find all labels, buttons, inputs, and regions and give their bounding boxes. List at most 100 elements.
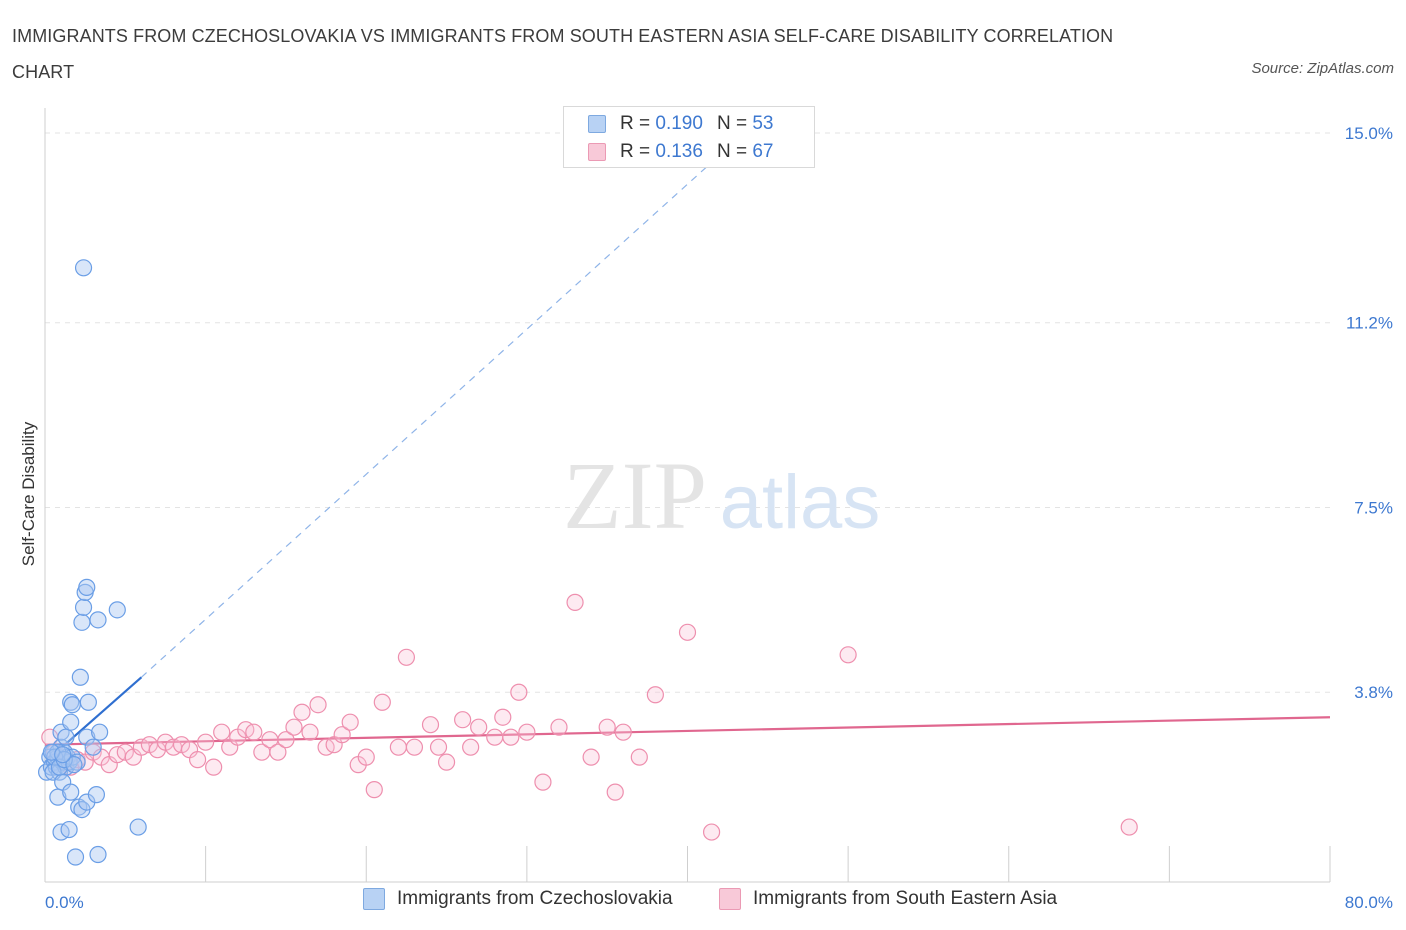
y-axis-label: Self-Care Disability <box>19 421 38 566</box>
point-czechoslovakia <box>54 746 72 764</box>
point-south-eastern-asia <box>454 711 472 729</box>
point-south-eastern-asia <box>245 723 263 741</box>
point-south-eastern-asia <box>277 731 295 749</box>
point-czechoslovakia <box>62 713 80 731</box>
legend-swatch-blue <box>363 888 385 910</box>
point-south-eastern-asia <box>494 708 512 726</box>
point-south-eastern-asia <box>518 723 536 741</box>
trend-line-czechoslovakia-extension <box>140 147 729 678</box>
watermark-zip: ZIP <box>563 442 707 549</box>
point-south-eastern-asia <box>462 738 480 756</box>
trend-line-south-eastern-asia <box>44 716 1331 746</box>
point-south-eastern-asia <box>437 753 456 771</box>
point-south-eastern-asia <box>421 716 440 734</box>
point-south-eastern-asia <box>373 693 391 711</box>
stats-legend-row-czechoslovakia: R = 0.190 N = 53 <box>588 113 773 135</box>
data-points <box>38 259 1138 866</box>
point-czechoslovakia <box>108 601 126 619</box>
legend-label: Immigrants from South Eastern Asia <box>753 888 1058 909</box>
x-tick-label: 0.0% <box>45 893 84 912</box>
point-south-eastern-asia <box>702 823 721 841</box>
point-south-eastern-asia <box>534 773 552 791</box>
x-tick-label: 80.0% <box>1345 893 1393 912</box>
n-label: N = <box>716 141 748 162</box>
point-south-eastern-asia <box>678 623 697 641</box>
point-south-eastern-asia <box>566 593 584 611</box>
point-south-eastern-asia <box>486 728 504 746</box>
point-south-eastern-asia <box>429 738 448 756</box>
legend-item-south-eastern-asia[interactable]: Immigrants from South Eastern Asia <box>719 888 1057 910</box>
chart-title: IMMIGRANTS FROM CZECHOSLOVAKIA VS IMMIGR… <box>12 26 1114 82</box>
point-south-eastern-asia <box>357 748 375 766</box>
point-south-eastern-asia <box>333 726 351 744</box>
point-south-eastern-asia <box>293 703 311 721</box>
r-label: R = <box>620 141 651 162</box>
point-czechoslovakia <box>68 753 86 771</box>
r-label: R = <box>620 113 651 134</box>
point-czechoslovakia <box>89 611 107 629</box>
point-czechoslovakia <box>78 578 96 596</box>
point-south-eastern-asia <box>365 781 383 799</box>
legend-label: Immigrants from Czechoslovakia <box>397 888 673 909</box>
n-label: N = <box>716 113 748 134</box>
stats-legend-row-sea: R = 0.136 N = 67 <box>588 141 773 163</box>
n-value: 53 <box>752 113 774 134</box>
x-tick-labels: 0.0% 80.0% <box>45 893 1393 912</box>
point-czechoslovakia <box>73 613 91 631</box>
point-south-eastern-asia <box>269 743 287 761</box>
point-czechoslovakia <box>60 820 78 839</box>
point-czechoslovakia <box>62 783 80 801</box>
point-south-eastern-asia <box>614 723 632 741</box>
point-south-eastern-asia <box>839 646 857 664</box>
point-south-eastern-asia <box>502 728 520 746</box>
point-south-eastern-asia <box>582 748 600 766</box>
point-czechoslovakia <box>91 723 109 741</box>
point-czechoslovakia <box>65 756 83 774</box>
point-south-eastern-asia <box>285 718 303 736</box>
y-tick-label: 7.5% <box>1354 498 1393 517</box>
legend-swatch-pink <box>588 143 606 161</box>
point-south-eastern-asia <box>606 783 624 801</box>
point-czechoslovakia <box>74 259 93 277</box>
point-south-eastern-asia <box>550 718 568 736</box>
watermark-atlas: atlas <box>720 460 881 545</box>
point-south-eastern-asia <box>397 648 416 666</box>
source-label: Source: ZipAtlas.com <box>1251 60 1394 77</box>
legend-swatch-blue <box>588 115 606 133</box>
point-czechoslovakia <box>84 738 102 756</box>
legend-swatch-pink <box>719 888 741 910</box>
point-south-eastern-asia <box>188 751 207 769</box>
n-value: 67 <box>752 141 774 162</box>
point-south-eastern-asia <box>389 738 407 756</box>
point-south-eastern-asia <box>205 758 223 776</box>
point-czechoslovakia <box>79 693 97 711</box>
point-south-eastern-asia <box>405 738 424 756</box>
point-czechoslovakia <box>42 743 61 761</box>
point-south-eastern-asia <box>309 696 327 714</box>
point-south-eastern-asia <box>630 748 648 766</box>
stats-legend: R = 0.190 N = 53 R = 0.136 N = 67 <box>563 106 815 168</box>
gridlines <box>45 132 1330 693</box>
y-tick-label: 3.8% <box>1354 683 1393 702</box>
point-czechoslovakia <box>87 786 106 804</box>
y-tick-label: 15.0% <box>1345 124 1393 143</box>
point-czechoslovakia <box>78 728 96 746</box>
point-south-eastern-asia <box>598 718 616 736</box>
y-tick-label: 11.2% <box>1346 314 1393 333</box>
point-czechoslovakia <box>71 668 89 686</box>
point-south-eastern-asia <box>341 713 359 731</box>
series-legend: Immigrants from Czechoslovakia Immigrant… <box>0 888 1406 916</box>
point-south-eastern-asia <box>470 718 488 736</box>
point-south-eastern-asia <box>646 686 664 704</box>
y-tick-labels: 3.8% 7.5% 11.2% 15.0% <box>1345 124 1393 702</box>
point-czechoslovakia <box>57 728 75 746</box>
point-south-eastern-asia <box>510 683 528 701</box>
point-south-eastern-asia <box>1120 818 1138 836</box>
point-czechoslovakia <box>66 848 85 866</box>
point-south-eastern-asia <box>301 723 319 741</box>
legend-item-czechoslovakia[interactable]: Immigrants from Czechoslovakia <box>363 888 673 910</box>
point-czechoslovakia <box>63 696 81 714</box>
r-value: 0.190 <box>655 113 703 134</box>
point-czechoslovakia <box>89 845 107 864</box>
point-south-eastern-asia <box>213 723 231 741</box>
